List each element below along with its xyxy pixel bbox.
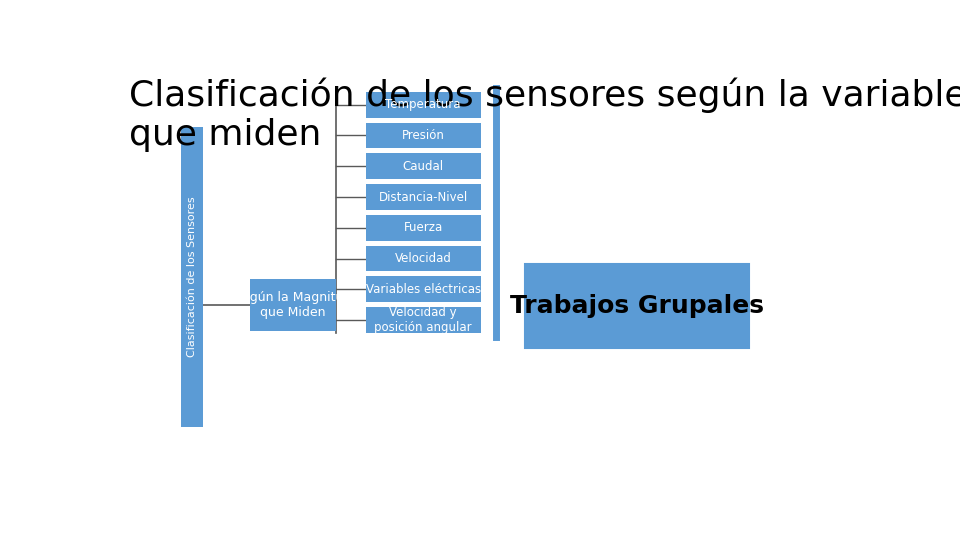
FancyBboxPatch shape <box>181 127 204 427</box>
FancyBboxPatch shape <box>366 153 481 179</box>
Text: Variables eléctricas: Variables eléctricas <box>366 283 481 296</box>
Text: Fuerza: Fuerza <box>403 221 443 234</box>
Text: Según la Magnitud
que Miden: Según la Magnitud que Miden <box>234 291 351 319</box>
FancyBboxPatch shape <box>366 215 481 241</box>
Text: Clasificación de los Sensores: Clasificación de los Sensores <box>187 197 197 357</box>
Text: Clasificación de los sensores según la variable
que miden: Clasificación de los sensores según la v… <box>129 77 960 152</box>
FancyBboxPatch shape <box>366 184 481 210</box>
FancyBboxPatch shape <box>366 276 481 302</box>
Text: Temperatura: Temperatura <box>385 98 461 111</box>
Text: Velocidad y
posición angular: Velocidad y posición angular <box>374 306 472 334</box>
FancyBboxPatch shape <box>366 307 481 333</box>
FancyBboxPatch shape <box>251 279 336 331</box>
Text: Trabajos Grupales: Trabajos Grupales <box>510 294 764 318</box>
Text: Distancia-Nivel: Distancia-Nivel <box>378 191 468 204</box>
Text: Velocidad: Velocidad <box>395 252 451 265</box>
FancyBboxPatch shape <box>366 92 481 118</box>
Text: Presión: Presión <box>401 129 444 142</box>
FancyBboxPatch shape <box>366 123 481 148</box>
FancyBboxPatch shape <box>525 265 749 348</box>
Text: Caudal: Caudal <box>402 160 444 173</box>
FancyBboxPatch shape <box>366 246 481 272</box>
